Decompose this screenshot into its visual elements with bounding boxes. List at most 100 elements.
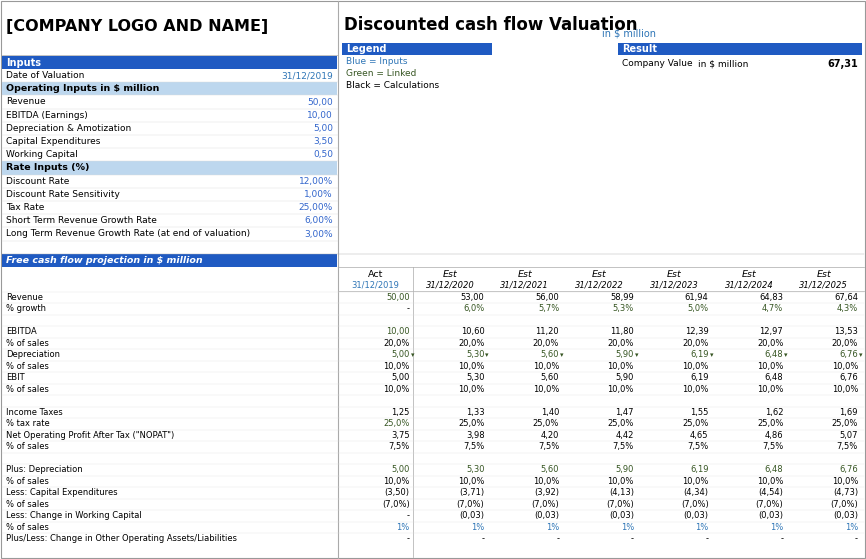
Text: 12,97: 12,97 bbox=[759, 328, 783, 337]
Text: Capital Expenditures: Capital Expenditures bbox=[6, 137, 100, 146]
Text: Revenue: Revenue bbox=[6, 293, 43, 302]
Text: 5,00: 5,00 bbox=[313, 124, 333, 133]
Text: 3,75: 3,75 bbox=[391, 431, 410, 440]
Text: 4,86: 4,86 bbox=[765, 431, 783, 440]
Text: 7,5%: 7,5% bbox=[389, 442, 410, 451]
Text: 11,80: 11,80 bbox=[611, 328, 634, 337]
Text: 10,0%: 10,0% bbox=[458, 477, 484, 486]
Text: 12,39: 12,39 bbox=[685, 328, 708, 337]
Text: 10,0%: 10,0% bbox=[607, 385, 634, 394]
Text: 10,0%: 10,0% bbox=[757, 477, 783, 486]
Text: ▾: ▾ bbox=[859, 352, 863, 358]
Text: Income Taxes: Income Taxes bbox=[6, 408, 62, 417]
Text: in $ million: in $ million bbox=[698, 59, 748, 69]
Bar bbox=[618, 43, 862, 55]
Text: (7,0%): (7,0%) bbox=[532, 500, 559, 509]
Text: 10,0%: 10,0% bbox=[682, 362, 708, 371]
Text: Short Term Revenue Growth Rate: Short Term Revenue Growth Rate bbox=[6, 216, 157, 225]
Text: Free cash flow projection in $ million: Free cash flow projection in $ million bbox=[6, 255, 203, 264]
Text: 11,20: 11,20 bbox=[535, 328, 559, 337]
Text: 0,50: 0,50 bbox=[313, 150, 333, 159]
Text: Legend: Legend bbox=[346, 44, 386, 54]
Text: (0,03): (0,03) bbox=[609, 511, 634, 520]
Text: Est: Est bbox=[817, 269, 831, 278]
Text: 6,00%: 6,00% bbox=[304, 216, 333, 225]
Text: Est: Est bbox=[667, 269, 682, 278]
Text: 1,62: 1,62 bbox=[765, 408, 783, 417]
Text: 6,76: 6,76 bbox=[839, 373, 858, 382]
Text: 20,0%: 20,0% bbox=[533, 339, 559, 348]
Text: EBIT: EBIT bbox=[6, 373, 24, 382]
Text: Act: Act bbox=[368, 269, 383, 278]
Text: 10,0%: 10,0% bbox=[757, 362, 783, 371]
Text: 6,0%: 6,0% bbox=[463, 304, 484, 314]
Text: (7,0%): (7,0%) bbox=[456, 500, 484, 509]
Text: (4,34): (4,34) bbox=[683, 489, 708, 498]
Text: Revenue: Revenue bbox=[6, 97, 46, 107]
Text: 10,0%: 10,0% bbox=[533, 362, 559, 371]
Text: -: - bbox=[780, 534, 783, 543]
Text: 31/12/2021: 31/12/2021 bbox=[501, 281, 549, 290]
Text: 7,5%: 7,5% bbox=[612, 442, 634, 451]
Text: 10,0%: 10,0% bbox=[607, 362, 634, 371]
Text: (3,50): (3,50) bbox=[385, 489, 410, 498]
Text: 31/12/2020: 31/12/2020 bbox=[426, 281, 475, 290]
Text: 25,0%: 25,0% bbox=[607, 419, 634, 428]
Text: Date of Valuation: Date of Valuation bbox=[6, 71, 84, 80]
Bar bbox=[2, 82, 337, 96]
Text: (0,03): (0,03) bbox=[759, 511, 783, 520]
Text: -: - bbox=[855, 534, 858, 543]
Text: 67,64: 67,64 bbox=[834, 293, 858, 302]
Text: 10,0%: 10,0% bbox=[384, 477, 410, 486]
Text: 10,0%: 10,0% bbox=[384, 362, 410, 371]
Text: (0,03): (0,03) bbox=[683, 511, 708, 520]
Text: % tax rate: % tax rate bbox=[6, 419, 49, 428]
Text: 10,0%: 10,0% bbox=[533, 385, 559, 394]
Text: Less: Capital Expenditures: Less: Capital Expenditures bbox=[6, 489, 118, 498]
Text: 10,0%: 10,0% bbox=[831, 385, 858, 394]
Text: EBITDA (Earnings): EBITDA (Earnings) bbox=[6, 111, 87, 120]
Text: 31/12/2022: 31/12/2022 bbox=[575, 281, 624, 290]
Text: 5,60: 5,60 bbox=[540, 373, 559, 382]
Text: 1%: 1% bbox=[844, 523, 858, 532]
Text: 5,00: 5,00 bbox=[391, 350, 410, 359]
Bar bbox=[2, 162, 337, 174]
Text: % of sales: % of sales bbox=[6, 442, 48, 451]
Text: 20,0%: 20,0% bbox=[458, 339, 484, 348]
Text: 12,00%: 12,00% bbox=[299, 177, 333, 186]
Text: 25,0%: 25,0% bbox=[533, 419, 559, 428]
Text: 20,0%: 20,0% bbox=[682, 339, 708, 348]
Text: -: - bbox=[407, 534, 410, 543]
Text: 3,00%: 3,00% bbox=[304, 230, 333, 239]
Text: 5,90: 5,90 bbox=[616, 373, 634, 382]
Text: 7,5%: 7,5% bbox=[688, 442, 708, 451]
Text: 5,0%: 5,0% bbox=[688, 304, 708, 314]
Text: 6,48: 6,48 bbox=[765, 465, 783, 475]
Text: (3,92): (3,92) bbox=[534, 489, 559, 498]
Text: 1%: 1% bbox=[621, 523, 634, 532]
Text: 1,00%: 1,00% bbox=[304, 190, 333, 199]
Text: 7,5%: 7,5% bbox=[762, 442, 783, 451]
Text: Operating Inputs in $ million: Operating Inputs in $ million bbox=[6, 84, 159, 93]
Text: % of sales: % of sales bbox=[6, 339, 48, 348]
Text: (7,0%): (7,0%) bbox=[755, 500, 783, 509]
Text: 31/12/2019: 31/12/2019 bbox=[281, 71, 333, 80]
Text: ▾: ▾ bbox=[560, 352, 564, 358]
Text: 58,99: 58,99 bbox=[611, 293, 634, 302]
Text: (0,03): (0,03) bbox=[833, 511, 858, 520]
Text: ▾: ▾ bbox=[709, 352, 713, 358]
Text: 4,65: 4,65 bbox=[690, 431, 708, 440]
Text: 25,0%: 25,0% bbox=[384, 419, 410, 428]
Text: 31/12/2024: 31/12/2024 bbox=[725, 281, 773, 290]
Text: (0,03): (0,03) bbox=[534, 511, 559, 520]
Text: Company Value: Company Value bbox=[622, 59, 693, 69]
Text: 5,30: 5,30 bbox=[466, 350, 484, 359]
Text: 31/12/2025: 31/12/2025 bbox=[799, 281, 848, 290]
Text: 31/12/2019: 31/12/2019 bbox=[352, 281, 399, 290]
Text: EBITDA: EBITDA bbox=[6, 328, 36, 337]
Text: % of sales: % of sales bbox=[6, 385, 48, 394]
Text: Plus/Less: Change in Other Operating Assets/Liabilities: Plus/Less: Change in Other Operating Ass… bbox=[6, 534, 237, 543]
Text: 1%: 1% bbox=[695, 523, 708, 532]
Text: 50,00: 50,00 bbox=[307, 97, 333, 107]
Text: 5,60: 5,60 bbox=[540, 465, 559, 475]
